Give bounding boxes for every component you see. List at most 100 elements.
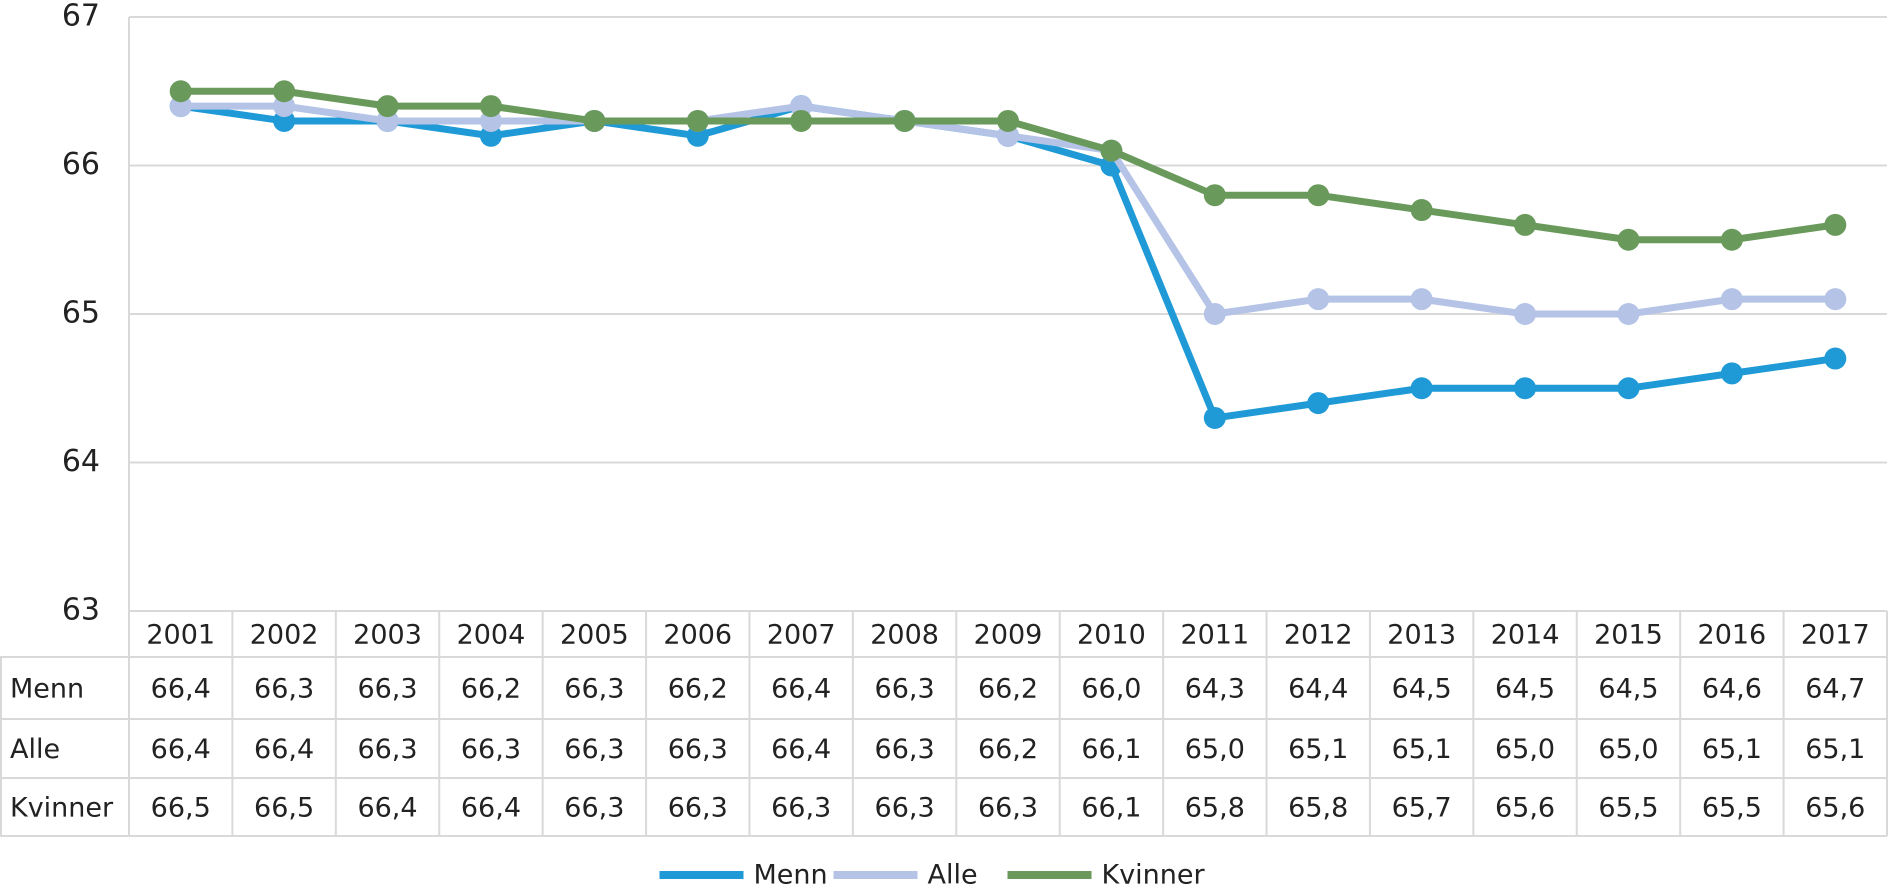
table-cell: 66,3 bbox=[357, 734, 417, 765]
point bbox=[1514, 377, 1537, 400]
table-cell: 65,1 bbox=[1805, 734, 1865, 765]
table-cell: 66,3 bbox=[875, 734, 935, 765]
y-tick-label: 65 bbox=[62, 296, 100, 331]
table-cell: 64,5 bbox=[1598, 674, 1658, 705]
table-cell: 65,6 bbox=[1805, 793, 1865, 824]
legend-label: Menn bbox=[754, 860, 828, 891]
table-cell: 66,3 bbox=[668, 734, 728, 765]
x-tick-label: 2011 bbox=[1180, 620, 1249, 651]
table-cell: 65,8 bbox=[1288, 793, 1348, 824]
x-tick-label: 2001 bbox=[146, 620, 215, 651]
x-tick-label: 2006 bbox=[663, 620, 732, 651]
point bbox=[790, 109, 813, 132]
table-cell: 66,4 bbox=[151, 674, 211, 705]
point bbox=[1410, 199, 1433, 222]
point bbox=[1824, 213, 1847, 236]
x-tick-label: 2014 bbox=[1491, 620, 1560, 651]
x-tick-label: 2009 bbox=[974, 620, 1043, 651]
table-cell: 66,3 bbox=[564, 793, 624, 824]
x-tick-label: 2016 bbox=[1698, 620, 1767, 651]
table-cell: 66,3 bbox=[254, 674, 314, 705]
point bbox=[1720, 228, 1743, 251]
point bbox=[686, 109, 709, 132]
table-cell: 66,4 bbox=[254, 734, 314, 765]
x-tick-label: 2010 bbox=[1077, 620, 1146, 651]
table-cell: 64,7 bbox=[1805, 674, 1865, 705]
y-tick-label: 67 bbox=[62, 0, 100, 34]
point bbox=[1203, 303, 1226, 325]
table-cell: 65,1 bbox=[1288, 734, 1348, 765]
table-cell: 66,1 bbox=[1081, 734, 1141, 765]
table-cell: 65,8 bbox=[1185, 793, 1245, 824]
table-cell: 66,0 bbox=[1081, 674, 1141, 705]
x-tick-label: 2015 bbox=[1594, 620, 1663, 651]
table-cell: 66,5 bbox=[151, 793, 211, 824]
table-cell: 65,5 bbox=[1702, 793, 1762, 824]
point bbox=[1617, 303, 1640, 325]
row-label: Kvinner bbox=[10, 793, 114, 824]
legend-label: Alle bbox=[928, 860, 978, 891]
point bbox=[376, 95, 399, 118]
point bbox=[273, 80, 296, 103]
y-tick-label: 64 bbox=[62, 444, 100, 479]
point bbox=[169, 80, 192, 103]
point bbox=[583, 109, 606, 132]
table-cell: 66,1 bbox=[1081, 793, 1141, 824]
table-cell: 66,3 bbox=[357, 674, 417, 705]
x-tick-label: 2007 bbox=[767, 620, 836, 651]
point bbox=[1203, 406, 1226, 429]
table-cell: 65,0 bbox=[1495, 734, 1555, 765]
table-cell: 66,4 bbox=[771, 674, 831, 705]
table-cell: 66,2 bbox=[668, 674, 728, 705]
x-tick-label: 2003 bbox=[353, 620, 422, 651]
point bbox=[1307, 392, 1330, 415]
table-cell: 66,5 bbox=[254, 793, 314, 824]
x-tick-label: 2017 bbox=[1801, 620, 1870, 651]
point bbox=[1410, 377, 1433, 400]
row-label: Alle bbox=[10, 734, 60, 765]
table-cell: 66,2 bbox=[978, 674, 1038, 705]
point bbox=[479, 95, 502, 118]
table-cell: 66,3 bbox=[461, 734, 521, 765]
legend-label: Kvinner bbox=[1102, 860, 1206, 891]
table-cell: 66,4 bbox=[461, 793, 521, 824]
table-cell: 66,3 bbox=[564, 674, 624, 705]
table-cell: 65,6 bbox=[1495, 793, 1555, 824]
series-line bbox=[180, 102, 1836, 422]
x-tick-label: 2013 bbox=[1387, 620, 1456, 651]
y-tick-label: 63 bbox=[62, 593, 100, 628]
point bbox=[1203, 184, 1226, 207]
table-cell: 65,5 bbox=[1598, 793, 1658, 824]
point bbox=[1617, 377, 1640, 400]
point bbox=[1307, 184, 1330, 207]
table-cell: 65,0 bbox=[1185, 734, 1245, 765]
point bbox=[1410, 288, 1433, 311]
table-cell: 64,5 bbox=[1392, 674, 1452, 705]
table-cell: 64,4 bbox=[1288, 674, 1348, 705]
point bbox=[1824, 288, 1847, 311]
point bbox=[997, 109, 1019, 132]
table-cell: 65,1 bbox=[1702, 734, 1762, 765]
point bbox=[1307, 288, 1330, 311]
table-cell: 66,2 bbox=[461, 674, 521, 705]
point bbox=[1514, 213, 1537, 236]
point bbox=[1720, 288, 1743, 311]
table-cell: 66,2 bbox=[978, 734, 1038, 765]
y-tick-label: 66 bbox=[62, 147, 100, 182]
x-tick-label: 2008 bbox=[870, 620, 939, 651]
table-cell: 66,3 bbox=[875, 793, 935, 824]
row-label: Menn bbox=[10, 674, 84, 705]
table-cell: 66,3 bbox=[875, 674, 935, 705]
point bbox=[1100, 139, 1123, 162]
x-tick-label: 2012 bbox=[1284, 620, 1353, 651]
table-cell: 66,3 bbox=[668, 793, 728, 824]
table-cell: 64,5 bbox=[1495, 674, 1555, 705]
x-tick-label: 2004 bbox=[457, 620, 526, 651]
table-cell: 64,3 bbox=[1185, 674, 1245, 705]
table-cell: 66,3 bbox=[771, 793, 831, 824]
table-cell: 65,1 bbox=[1392, 734, 1452, 765]
table-cell: 66,4 bbox=[357, 793, 417, 824]
point bbox=[1617, 228, 1640, 251]
table-cell: 66,4 bbox=[151, 734, 211, 765]
